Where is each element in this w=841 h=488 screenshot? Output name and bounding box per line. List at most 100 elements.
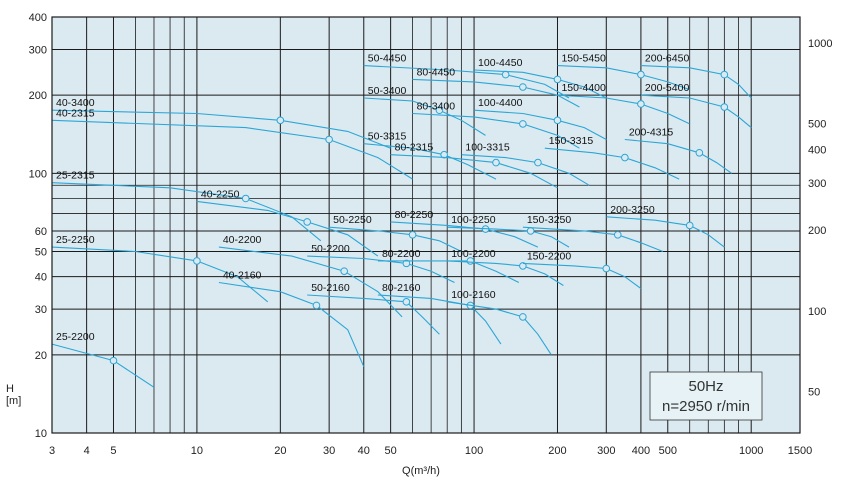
bep-marker-200-6450 [720, 70, 729, 79]
x-tick-label: 5 [110, 445, 116, 457]
y-tick-label-right: 100 [808, 306, 826, 318]
label-150-3315: 150-3315 [549, 135, 594, 147]
y-tick-label-left: 40 [35, 272, 47, 284]
y-tick-label-right: 400 [808, 145, 826, 157]
bep-marker-100-4450 [553, 75, 562, 84]
label-25-2250: 25-2250 [56, 234, 95, 246]
x-tick-label: 4 [84, 445, 90, 457]
y-tick-label-left: 60 [35, 226, 47, 238]
label-200-4315: 200-4315 [629, 126, 674, 138]
label-200-5400: 200-5400 [645, 82, 690, 94]
label-80-4450: 80-4450 [417, 66, 456, 78]
bep-marker-150-5450 [637, 70, 645, 79]
x-tick-label: 400 [632, 445, 650, 457]
bep-marker-150-2200 [602, 264, 611, 273]
label-50-2250: 50-2250 [333, 214, 372, 226]
bep-marker-50-3400 [435, 106, 444, 115]
label-50-3315: 50-3315 [368, 131, 407, 143]
bep-marker-25-2250 [193, 257, 201, 265]
label-100-3315: 100-3315 [465, 142, 510, 154]
info-box: 50Hz n=2950 r/min [649, 371, 763, 421]
bep-marker-25-2315 [241, 194, 250, 203]
bep-marker-100-4400 [553, 116, 562, 125]
x-tick-label: 500 [659, 445, 677, 457]
label-80-2160: 80-2160 [382, 282, 421, 294]
label-150-4400: 150-4400 [561, 82, 606, 94]
label-50-2160: 50-2160 [311, 282, 350, 294]
bep-marker-40-2200 [340, 267, 349, 275]
info-speed: n=2950 r/min [662, 398, 750, 415]
x-tick-label: 40 [358, 445, 370, 457]
bep-marker-100-2200 [519, 262, 527, 270]
bep-marker-100-3315 [534, 158, 542, 167]
x-tick-label: 20 [274, 445, 286, 457]
y-tick-label-left: 10 [35, 428, 47, 440]
y-tick-label-left: 200 [29, 90, 47, 102]
bep-marker-40-3400 [276, 116, 285, 125]
x-tick-label: 200 [548, 445, 566, 457]
bep-marker-50-2250 [408, 230, 417, 239]
x-tick-label: 1500 [788, 445, 812, 457]
x-tick-label: 10 [191, 445, 203, 457]
label-150-5450: 150-5450 [561, 53, 606, 65]
x-tick-label: 100 [465, 445, 483, 457]
bep-marker-50-2160 [402, 298, 411, 306]
axes: 3 4 5 10 20 30 40 50 100 200 300 400 500 1000 1500 10 20… [29, 12, 833, 457]
label-150-3250: 150-3250 [527, 214, 572, 226]
x-tick-label: 300 [597, 445, 615, 457]
label-100-2160: 100-2160 [451, 289, 496, 301]
y-tick-label-right: 300 [808, 178, 826, 190]
label-80-2315: 80-2315 [395, 142, 434, 154]
label-80-2250: 80-2250 [395, 209, 434, 221]
info-box-frame [649, 371, 763, 421]
label-40-2200: 40-2200 [223, 234, 262, 246]
bep-marker-200-3250 [685, 221, 694, 230]
bep-marker-25-2200 [109, 356, 118, 365]
bep-marker-80-3400 [519, 120, 527, 128]
x-tick-label: 3 [49, 445, 55, 457]
bep-marker-40-2250 [303, 218, 311, 226]
label-200-6450: 200-6450 [645, 53, 690, 65]
info-frequency: 50Hz [688, 378, 723, 395]
y-tick-label-left: 100 [29, 168, 47, 180]
y-tick-label-left: 50 [35, 247, 47, 259]
label-80-2200: 80-2200 [382, 248, 421, 260]
bep-marker-100-2250 [526, 227, 535, 235]
bep-marker-40-2160 [312, 301, 321, 310]
label-100-4450: 100-4450 [478, 57, 523, 69]
label-100-2250: 100-2250 [451, 214, 496, 226]
bep-marker-80-4450 [519, 83, 527, 91]
label-150-2200: 150-2200 [527, 250, 572, 262]
x-axis-label: Q(m³/h) [402, 465, 440, 477]
y-tick-label-right: 1000 [808, 38, 832, 50]
y-tick-label-left: 400 [29, 12, 47, 24]
y-axis-label: H [m] [6, 383, 21, 407]
label-40-2315: 40-2315 [56, 107, 95, 119]
axis-names: Q(m³/h) H [m] [6, 383, 440, 477]
plot-area [52, 17, 800, 433]
label-200-3250: 200-3250 [610, 204, 655, 216]
label-80-3400: 80-3400 [417, 100, 456, 112]
bep-marker-50-2200 [402, 259, 411, 268]
label-50-2200: 50-2200 [311, 243, 350, 255]
y-tick-label-right: 500 [808, 119, 826, 131]
label-25-2200: 25-2200 [56, 331, 95, 343]
label-100-4400: 100-4400 [478, 97, 523, 109]
y-tick-label-right: 200 [808, 225, 826, 237]
bep-marker-150-3250 [613, 230, 622, 239]
bep-marker-200-4315 [695, 148, 704, 157]
label-40-2250: 40-2250 [201, 188, 240, 200]
label-25-2315: 25-2315 [56, 170, 95, 182]
curves [51, 65, 752, 388]
label-50-3400: 50-3400 [368, 85, 407, 97]
bep-marker-200-5400 [720, 103, 729, 111]
x-tick-label: 50 [385, 445, 397, 457]
label-40-3400: 40-3400 [56, 97, 95, 109]
x-tick-label: 30 [323, 445, 335, 457]
bep-marker-50-4450 [501, 70, 510, 79]
plot-frame [51, 16, 801, 434]
y-tick-label-right: 50 [808, 387, 820, 399]
label-100-2200: 100-2200 [451, 248, 496, 260]
